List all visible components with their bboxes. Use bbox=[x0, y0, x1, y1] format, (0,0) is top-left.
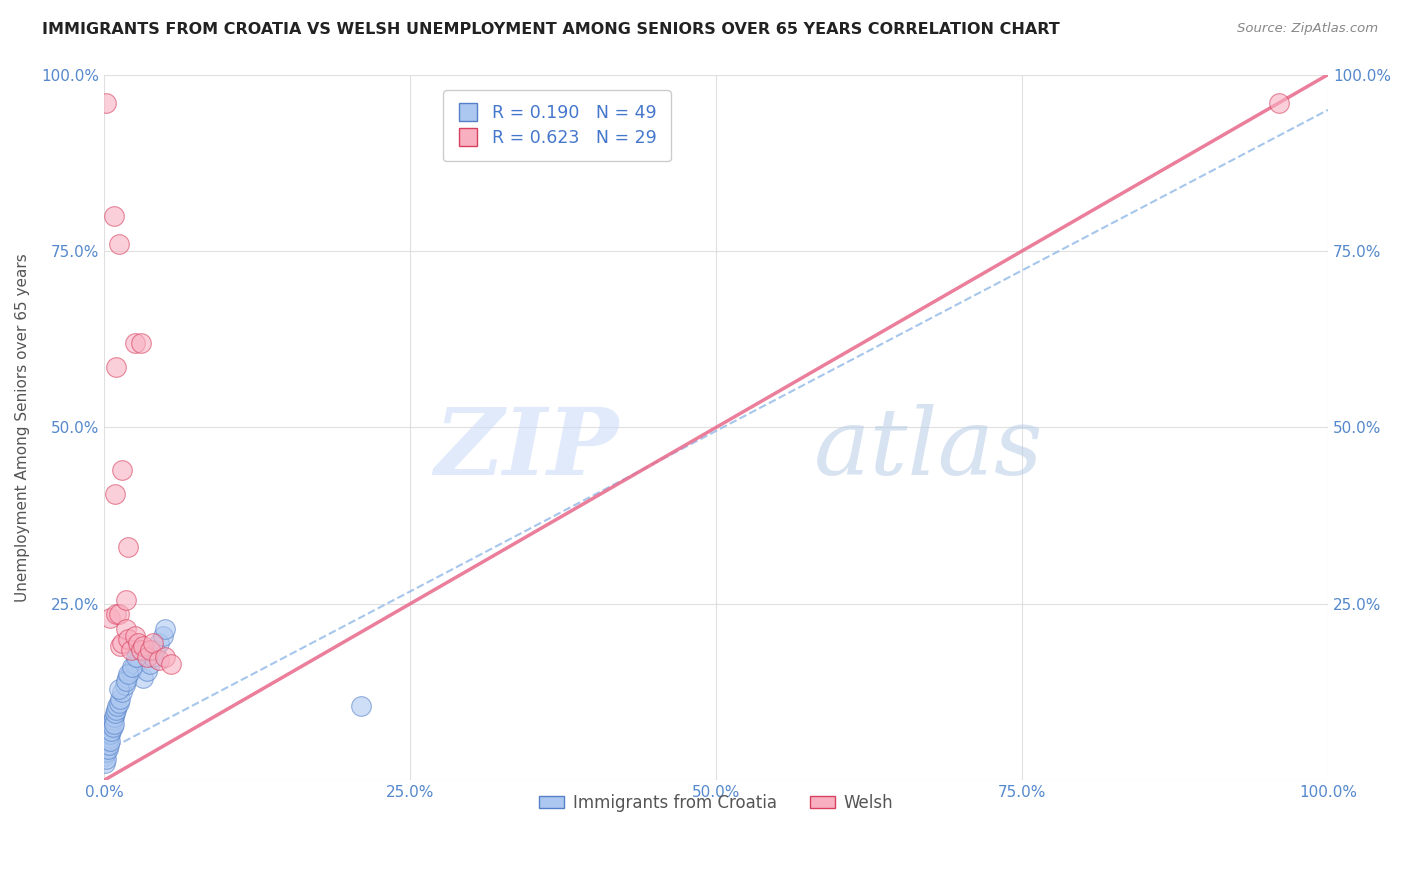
Point bbox=[96, 752, 118, 766]
Point bbox=[148, 635, 170, 649]
Point bbox=[111, 635, 134, 649]
Point bbox=[96, 731, 118, 745]
Point bbox=[94, 734, 117, 748]
Point bbox=[139, 642, 162, 657]
Point bbox=[94, 741, 117, 756]
Point bbox=[129, 642, 152, 657]
Point bbox=[111, 685, 134, 699]
Point bbox=[101, 720, 124, 734]
Point bbox=[107, 696, 129, 710]
Point bbox=[135, 649, 157, 664]
Point bbox=[104, 487, 127, 501]
Point bbox=[120, 642, 142, 657]
Point bbox=[97, 723, 120, 738]
Point bbox=[100, 723, 122, 738]
Point bbox=[120, 664, 142, 678]
Point bbox=[152, 629, 174, 643]
Point bbox=[103, 716, 125, 731]
Point bbox=[97, 738, 120, 752]
Point bbox=[105, 607, 128, 622]
Point bbox=[132, 639, 155, 653]
Point bbox=[142, 649, 165, 664]
Point bbox=[148, 653, 170, 667]
Point bbox=[115, 593, 138, 607]
Point bbox=[124, 657, 146, 671]
Point bbox=[97, 727, 120, 741]
Point bbox=[127, 635, 149, 649]
Point bbox=[97, 741, 120, 756]
Point bbox=[160, 657, 183, 671]
Point bbox=[135, 664, 157, 678]
Y-axis label: Unemployment Among Seniors over 65 years: Unemployment Among Seniors over 65 years bbox=[15, 253, 30, 602]
Point bbox=[104, 706, 127, 721]
Point bbox=[107, 681, 129, 696]
Point bbox=[124, 335, 146, 350]
Point bbox=[103, 209, 125, 223]
Point bbox=[107, 607, 129, 622]
Point bbox=[98, 734, 121, 748]
Text: ZIP: ZIP bbox=[434, 403, 619, 493]
Point bbox=[114, 678, 136, 692]
Point bbox=[94, 756, 117, 770]
Point bbox=[1268, 95, 1291, 110]
Point bbox=[117, 632, 139, 647]
Point bbox=[96, 95, 118, 110]
Point bbox=[145, 642, 167, 657]
Point bbox=[115, 622, 138, 636]
Point bbox=[101, 714, 124, 728]
Point bbox=[132, 671, 155, 685]
Point bbox=[129, 642, 152, 657]
Point bbox=[153, 649, 176, 664]
Point bbox=[98, 727, 121, 741]
Text: atlas: atlas bbox=[814, 403, 1043, 493]
Point bbox=[103, 710, 125, 724]
Point bbox=[96, 745, 118, 759]
Point bbox=[97, 731, 120, 745]
Point bbox=[117, 541, 139, 555]
Text: Source: ZipAtlas.com: Source: ZipAtlas.com bbox=[1237, 22, 1378, 36]
Point bbox=[111, 463, 134, 477]
Point bbox=[107, 699, 129, 714]
Point bbox=[108, 692, 131, 706]
Point bbox=[100, 716, 122, 731]
Legend: Immigrants from Croatia, Welsh: Immigrants from Croatia, Welsh bbox=[526, 780, 907, 825]
Point bbox=[115, 674, 138, 689]
Point bbox=[129, 335, 152, 350]
Point bbox=[96, 738, 118, 752]
Point bbox=[124, 629, 146, 643]
Point bbox=[117, 667, 139, 681]
Point bbox=[94, 748, 117, 763]
Point bbox=[97, 734, 120, 748]
Point bbox=[98, 611, 121, 625]
Point bbox=[98, 720, 121, 734]
Point bbox=[125, 649, 148, 664]
Point bbox=[105, 703, 128, 717]
Point bbox=[108, 639, 131, 653]
Point bbox=[115, 671, 138, 685]
Point bbox=[139, 657, 162, 671]
Point bbox=[121, 660, 143, 674]
Text: IMMIGRANTS FROM CROATIA VS WELSH UNEMPLOYMENT AMONG SENIORS OVER 65 YEARS CORREL: IMMIGRANTS FROM CROATIA VS WELSH UNEMPLO… bbox=[42, 22, 1060, 37]
Point bbox=[350, 699, 373, 714]
Point bbox=[142, 635, 165, 649]
Point bbox=[127, 649, 149, 664]
Point bbox=[107, 236, 129, 251]
Point bbox=[153, 622, 176, 636]
Point bbox=[105, 360, 128, 375]
